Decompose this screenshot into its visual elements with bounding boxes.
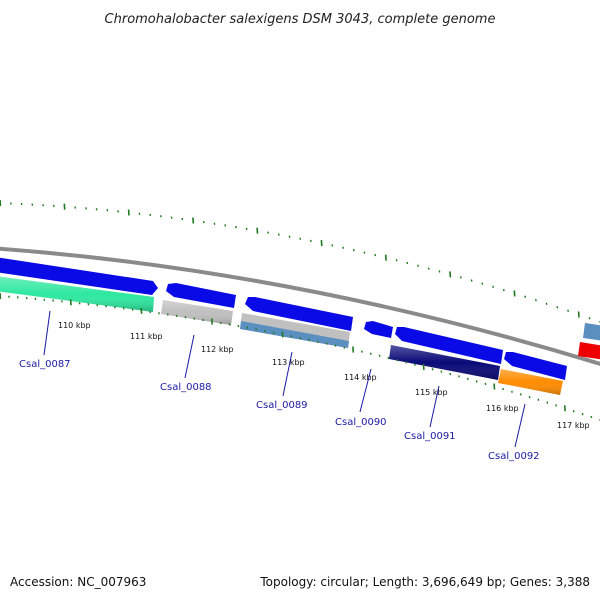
gene-label-csal-0091[interactable]: Csal_0091 [404,431,456,442]
tick-labels: 110 kbp 111 kbp 112 kbp 113 kbp 114 kbp … [58,321,590,430]
gene-label-csal-0092[interactable]: Csal_0092 [488,451,540,462]
gene-label-csal-0089[interactable]: Csal_0089 [256,400,308,411]
cds-feature[interactable] [364,321,393,338]
outer-tick-ring [0,199,600,324]
tick-label: 111 kbp [130,332,163,341]
gene-feature[interactable] [578,342,600,360]
gene-label-csal-0090[interactable]: Csal_0090 [335,417,387,428]
cds-feature[interactable] [395,327,503,364]
cds-feature[interactable] [166,283,236,308]
gene-feature[interactable] [240,321,349,348]
label-leaders [43,310,526,448]
map-title: Chromohalobacter salexigens DSM 3043, co… [105,12,496,27]
cds-lane [0,257,600,380]
cds-feature[interactable] [0,257,158,295]
inner-tick-ring [0,292,600,422]
cds-feature[interactable] [504,352,567,380]
gene-label-csal-0087[interactable]: Csal_0087 [19,359,71,370]
tick-label: 114 kbp [344,373,377,382]
cds-feature[interactable] [245,297,353,331]
gene-label-csal-0088[interactable]: Csal_0088 [160,382,212,393]
gene-labels: Csal_0087 Csal_0088 Csal_0089 Csal_0090 … [19,359,540,462]
tick-label: 116 kbp [486,404,519,413]
tick-label: 110 kbp [58,321,91,330]
tick-label: 112 kbp [201,345,234,354]
tick-label: 113 kbp [272,358,305,367]
accession-text: Accession: NC_007963 [10,575,146,589]
tick-label: 115 kbp [415,388,448,397]
feature-shading [0,276,563,395]
cds-feature[interactable] [583,323,600,341]
genome-backbone [0,246,600,366]
topology-summary: Topology: circular; Length: 3,696,649 bp… [259,575,590,589]
tick-label: 117 kbp [557,421,590,430]
